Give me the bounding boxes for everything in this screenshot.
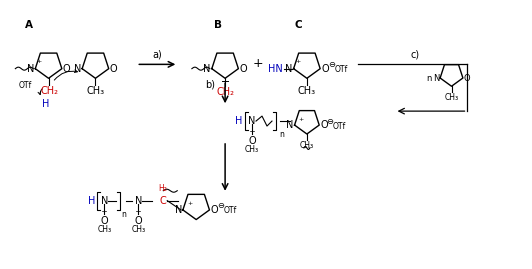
Text: N: N [286,120,294,130]
Text: +: + [295,59,300,64]
Text: O: O [239,64,247,74]
Text: H: H [88,196,95,206]
Text: b): b) [205,79,215,89]
Text: O: O [321,64,329,74]
Text: C: C [294,20,302,30]
Text: n: n [121,210,126,219]
Text: N: N [135,196,142,206]
Text: n: n [426,73,431,83]
Text: OTf: OTf [19,81,32,90]
Text: O: O [110,64,118,74]
Text: +: + [298,117,304,122]
FancyArrowPatch shape [38,89,43,95]
Text: A: A [24,20,32,30]
Text: O: O [211,205,218,215]
Text: H₂: H₂ [158,184,167,193]
Text: CH₃: CH₃ [444,93,459,102]
Text: H: H [42,99,49,109]
Text: N: N [74,64,81,74]
Text: HN: HN [268,64,282,74]
Text: ⊖: ⊖ [326,116,333,126]
FancyArrowPatch shape [54,70,78,80]
Text: N: N [27,64,34,74]
Text: OTf: OTf [334,65,347,74]
Text: CH₃: CH₃ [298,86,316,96]
Text: OTf: OTf [332,122,345,130]
Text: O: O [63,64,70,74]
Text: N: N [248,116,256,126]
Text: OTf: OTf [223,206,237,215]
Text: CH₃: CH₃ [131,225,145,233]
Text: O: O [464,73,470,83]
Text: O: O [101,215,108,226]
Text: O: O [248,136,256,146]
Text: N: N [285,64,293,74]
Text: ⊖: ⊖ [218,201,225,210]
Text: CH₃: CH₃ [300,141,314,150]
Text: N: N [174,205,182,215]
Text: n: n [279,130,284,139]
Text: H: H [235,116,242,126]
Text: CH₃: CH₃ [86,86,104,96]
Text: C: C [160,196,167,206]
Text: CH₂: CH₂ [40,86,59,96]
Text: N: N [203,64,211,74]
Text: CH₂: CH₂ [216,87,234,97]
Text: c): c) [410,49,419,59]
Text: O: O [135,215,142,226]
Text: +: + [253,57,263,70]
Text: +: + [187,201,192,206]
Text: a): a) [152,49,162,59]
Text: N: N [433,73,439,83]
Text: B: B [214,20,222,30]
Text: CH₃: CH₃ [97,225,112,233]
Text: +: + [37,59,42,64]
Text: N: N [101,196,108,206]
Text: O: O [320,120,328,130]
Text: ⊖: ⊖ [328,60,335,69]
Text: CH₃: CH₃ [245,145,259,154]
